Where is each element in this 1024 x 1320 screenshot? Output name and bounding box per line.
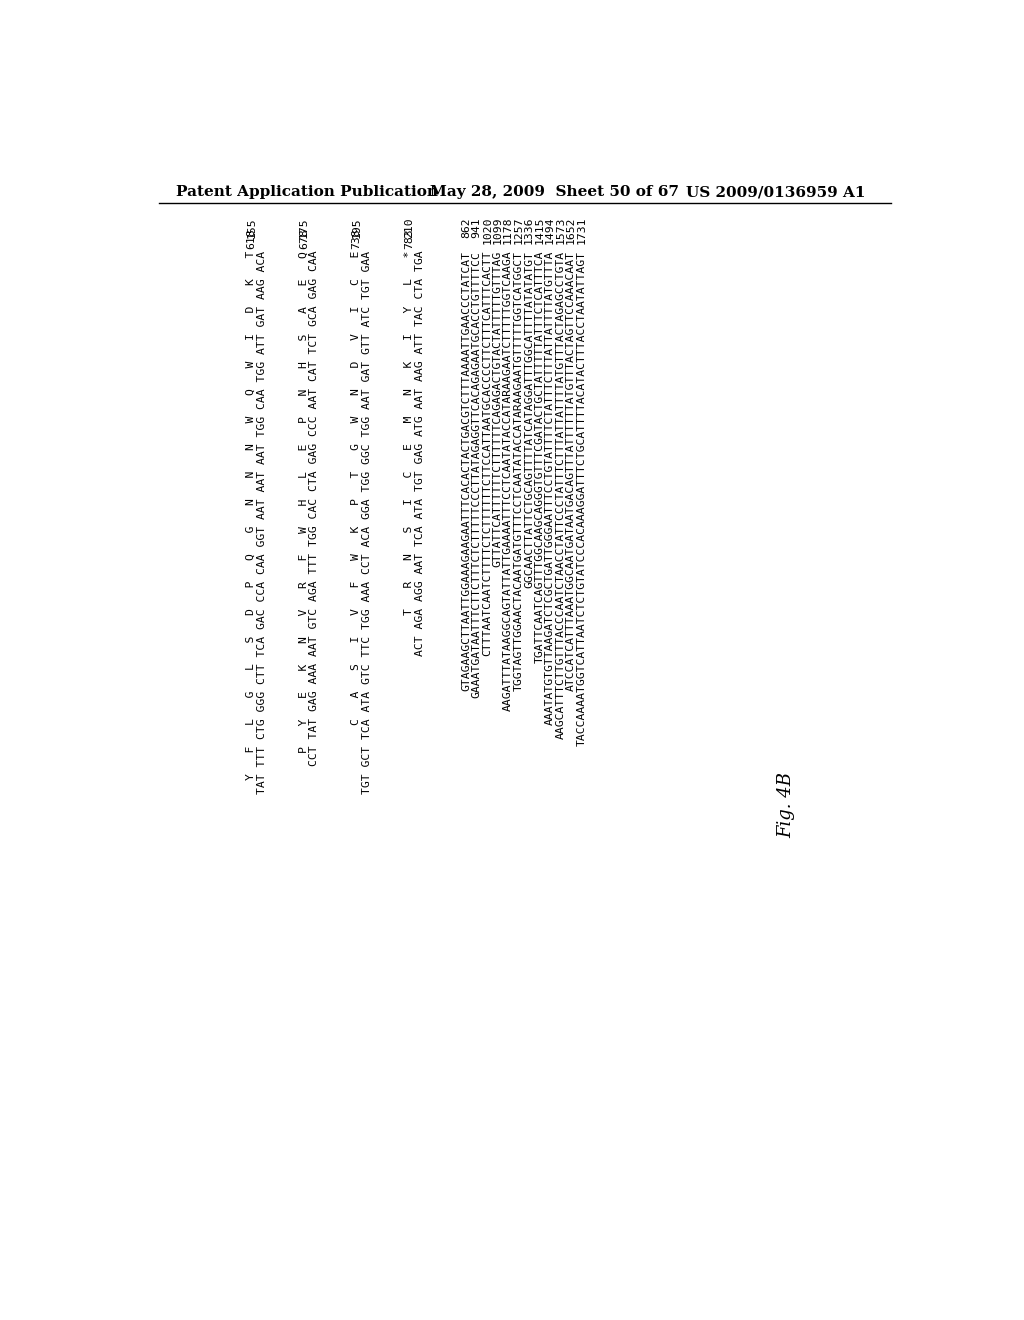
Text: TGT GCT TCA ATA GTC TTC TGG AAA CCT ACA GGA TGG GGC TGG AAT GAT GTT ATC TGT GAA: TGT GCT TCA ATA GTC TTC TGG AAA CCT ACA … — [362, 251, 372, 793]
Text: 1257: 1257 — [514, 216, 523, 244]
Text: Patent Application Publication: Patent Application Publication — [176, 185, 438, 199]
Text: C   A   S   I   V   F   W   K   P   T   G   W   N   D   V   I   C   E: C A S I V F W K P T G W N D V I C E — [351, 251, 361, 725]
Text: 1178: 1178 — [503, 216, 513, 244]
Text: 175: 175 — [299, 216, 309, 238]
Text: 1494: 1494 — [545, 216, 555, 244]
Text: AAATATGTGTTAAGATCTCGCTGATTGGGAATTTCCTGTATTTTCTATTTCTTTATTATTTTATGTTTA: AAATATGTGTTAAGATCTCGCTGATTGGGAATTTCCTGTA… — [545, 251, 555, 725]
Text: 678: 678 — [299, 228, 309, 249]
Text: 1731: 1731 — [577, 216, 587, 244]
Text: P   Y   E   K   N   V   R   F   W   H   L   E   P   N   H   S   A   E   Q: P Y E K N V R F W H L E P N H S A E Q — [299, 251, 308, 752]
Text: 195: 195 — [351, 216, 361, 238]
Text: Fig. 4B: Fig. 4B — [778, 772, 796, 838]
Text: 738: 738 — [351, 228, 361, 249]
Text: May 28, 2009  Sheet 50 of 67: May 28, 2009 Sheet 50 of 67 — [430, 185, 679, 199]
Text: CCT TAT GAG AAA AAT GTC AGA TTT TGG CAC CTA GAG CCC AAT CAT TCT GCA GAG CAA: CCT TAT GAG AAA AAT GTC AGA TTT TGG CAC … — [309, 251, 319, 767]
Text: Y   F   L   G   L   S   D   P   Q   G   N   N   N   W   Q   W   I   D   K   T: Y F L G L S D P Q G N N N W Q W I D K T — [246, 251, 256, 780]
Text: CTTTAATCAATCTTTTCTCTTTTTTCTTCCATTAATGCACCCCTTCTTTCATTTCACTT: CTTTAATCAATCTTTTCTCTTTTTTCTTCCATTAATGCAC… — [482, 251, 493, 656]
Text: AAGATTTATAAGGCAGTATTATTGAAAATTTCCTCAATATACCATARAAGAATCTTTTTGGTCAAGA: AAGATTTATAAGGCAGTATTATTGAAAATTTCCTCAATAT… — [503, 251, 513, 711]
Text: TACCAAAATGGTCATTAATCTCTGTATCCCACAAAGGATTTCTGCATTTTACATACTTTACCTAATATTAGT: TACCAAAATGGTCATTAATCTCTGTATCCCACAAAGGATT… — [577, 251, 587, 746]
Text: 1415: 1415 — [535, 216, 545, 244]
Text: GTTATTCATTTTTTCTTTTTTCAGAGACTGTACTATTTTTGTTTAG: GTTATTCATTTTTTCTTTTTTCAGAGACTGTACTATTTTT… — [493, 251, 503, 568]
Text: GGCAACTTATTCTGCAGTTTTATCATAGGATTTGGCATTTTATATATGT: GGCAACTTATTCTGCAGTTTTATCATAGGATTTGGCATTT… — [524, 251, 535, 587]
Text: GTAGAAGCTTAATTGGAAAGAAGAATTTCACACTACTGACGTCTTTAAAATTGAACCCTATCAT: GTAGAAGCTTAATTGGAAAGAAGAATTTCACACTACTGAC… — [461, 251, 471, 690]
Text: AAGCATTTCTTGTTTACCCAATCTAACCTATTCCCTATTTCTTTATTATTTTATGTTTACTAGAGCCTGTA: AAGCATTTCTTGTTTACCCAATCTAACCTATTCCCTATTT… — [555, 251, 565, 739]
Text: 1020: 1020 — [482, 216, 493, 244]
Text: TAT TTT CTG GGG CTT TCA GAC CCA CAA GGT AAT AAT AAT TGG CAA TGG ATT GAT AAG ACA: TAT TTT CTG GGG CTT TCA GAC CCA CAA GGT … — [257, 251, 266, 793]
Text: T   R   N   S   I   C   E   M   N   K   I   Y   L   *: T R N S I C E M N K I Y L * — [403, 251, 414, 615]
Text: 783: 783 — [404, 228, 415, 249]
Text: 1336: 1336 — [524, 216, 535, 244]
Text: 618: 618 — [246, 228, 256, 249]
Text: 941: 941 — [472, 216, 481, 238]
Text: ATCCATCATTTAAATGGCAATGATAATGACAGTTTATTTTTTATGTTTACTAGTTCCAAACAAT: ATCCATCATTTAAATGGCAATGATAATGACAGTTTATTTT… — [566, 251, 575, 690]
Text: 1573: 1573 — [555, 216, 565, 244]
Text: 210: 210 — [404, 216, 415, 238]
Text: 155: 155 — [246, 216, 256, 238]
Text: GAAATGATAATTTCTTCTTTCTCTTTTTCCCTTATAGAGGTTCACAGAGAATGCACCTGTTTTCC: GAAATGATAATTTCTTCTTTCTCTTTTTCCCTTATAGAGG… — [472, 251, 481, 698]
Text: 1099: 1099 — [493, 216, 503, 244]
Text: ACT AGA AGG AAT TCA ATA TGT GAG ATG AAT AAG ATT TAC CTA TGA: ACT AGA AGG AAT TCA ATA TGT GAG ATG AAT … — [415, 251, 425, 656]
Text: US 2009/0136959 A1: US 2009/0136959 A1 — [686, 185, 865, 199]
Text: 862: 862 — [461, 216, 471, 238]
Text: TGATTCAATCAGTTTGGCAAGCAGGGTGTTTCGATACTGCTATTTTTATTTCTCATTTCA: TGATTCAATCAGTTTGGCAAGCAGGGTGTTTCGATACTGC… — [535, 251, 545, 664]
Text: TGGTAGTTGGAACTACAATGATGTTTCCTCAATATACCATARAAGAATGTTTTTGGTCATGGCT: TGGTAGTTGGAACTACAATGATGTTTCCTCAATATACCAT… — [514, 251, 523, 690]
Text: 1652: 1652 — [566, 216, 575, 244]
